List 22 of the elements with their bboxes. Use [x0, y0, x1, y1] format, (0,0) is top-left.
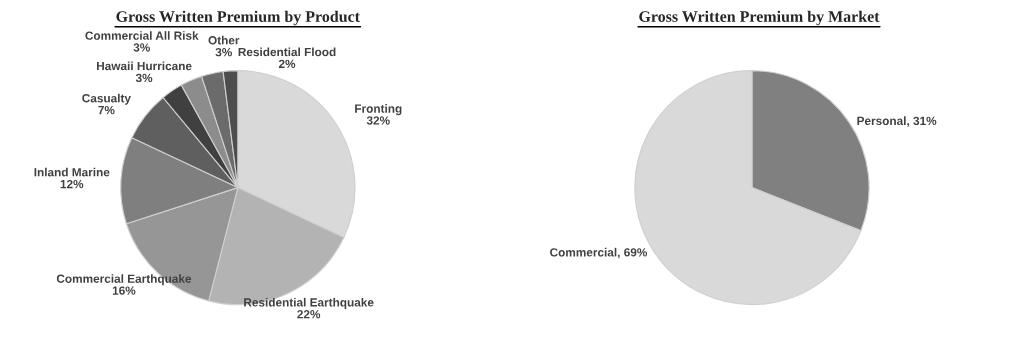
slice-label: Commercial Earthquake	[56, 274, 192, 286]
slice-label: Residential Earthquake	[244, 297, 374, 309]
data-label: 32%	[366, 116, 390, 125]
slice-label: Personal, 31%	[857, 116, 937, 127]
data-label: 16%	[112, 286, 136, 295]
data-label: 12%	[60, 179, 84, 189]
slice-label: Other	[208, 35, 240, 45]
slice-label: Fronting	[355, 104, 402, 116]
slice-label: Commercial All Risk	[85, 31, 199, 40]
data-label: 3%	[215, 47, 232, 57]
slice-label: Hawaii Hurricane	[96, 61, 192, 71]
chart-title: Gross Written Premium by Product	[116, 10, 360, 26]
slice-label: Casualty	[82, 93, 131, 105]
data-label: 3%	[135, 73, 153, 83]
data-label: 22%	[297, 310, 321, 319]
slice-label: Inland Marine	[34, 167, 110, 177]
data-label: 7%	[98, 105, 115, 115]
data-label: 3%	[133, 43, 150, 52]
chart-title: Gross Written Premium by Market	[639, 10, 880, 26]
data-label: 2%	[278, 59, 296, 69]
slice-label: Commercial, 69%	[550, 247, 648, 259]
slice-label: Residential Flood	[238, 47, 336, 57]
